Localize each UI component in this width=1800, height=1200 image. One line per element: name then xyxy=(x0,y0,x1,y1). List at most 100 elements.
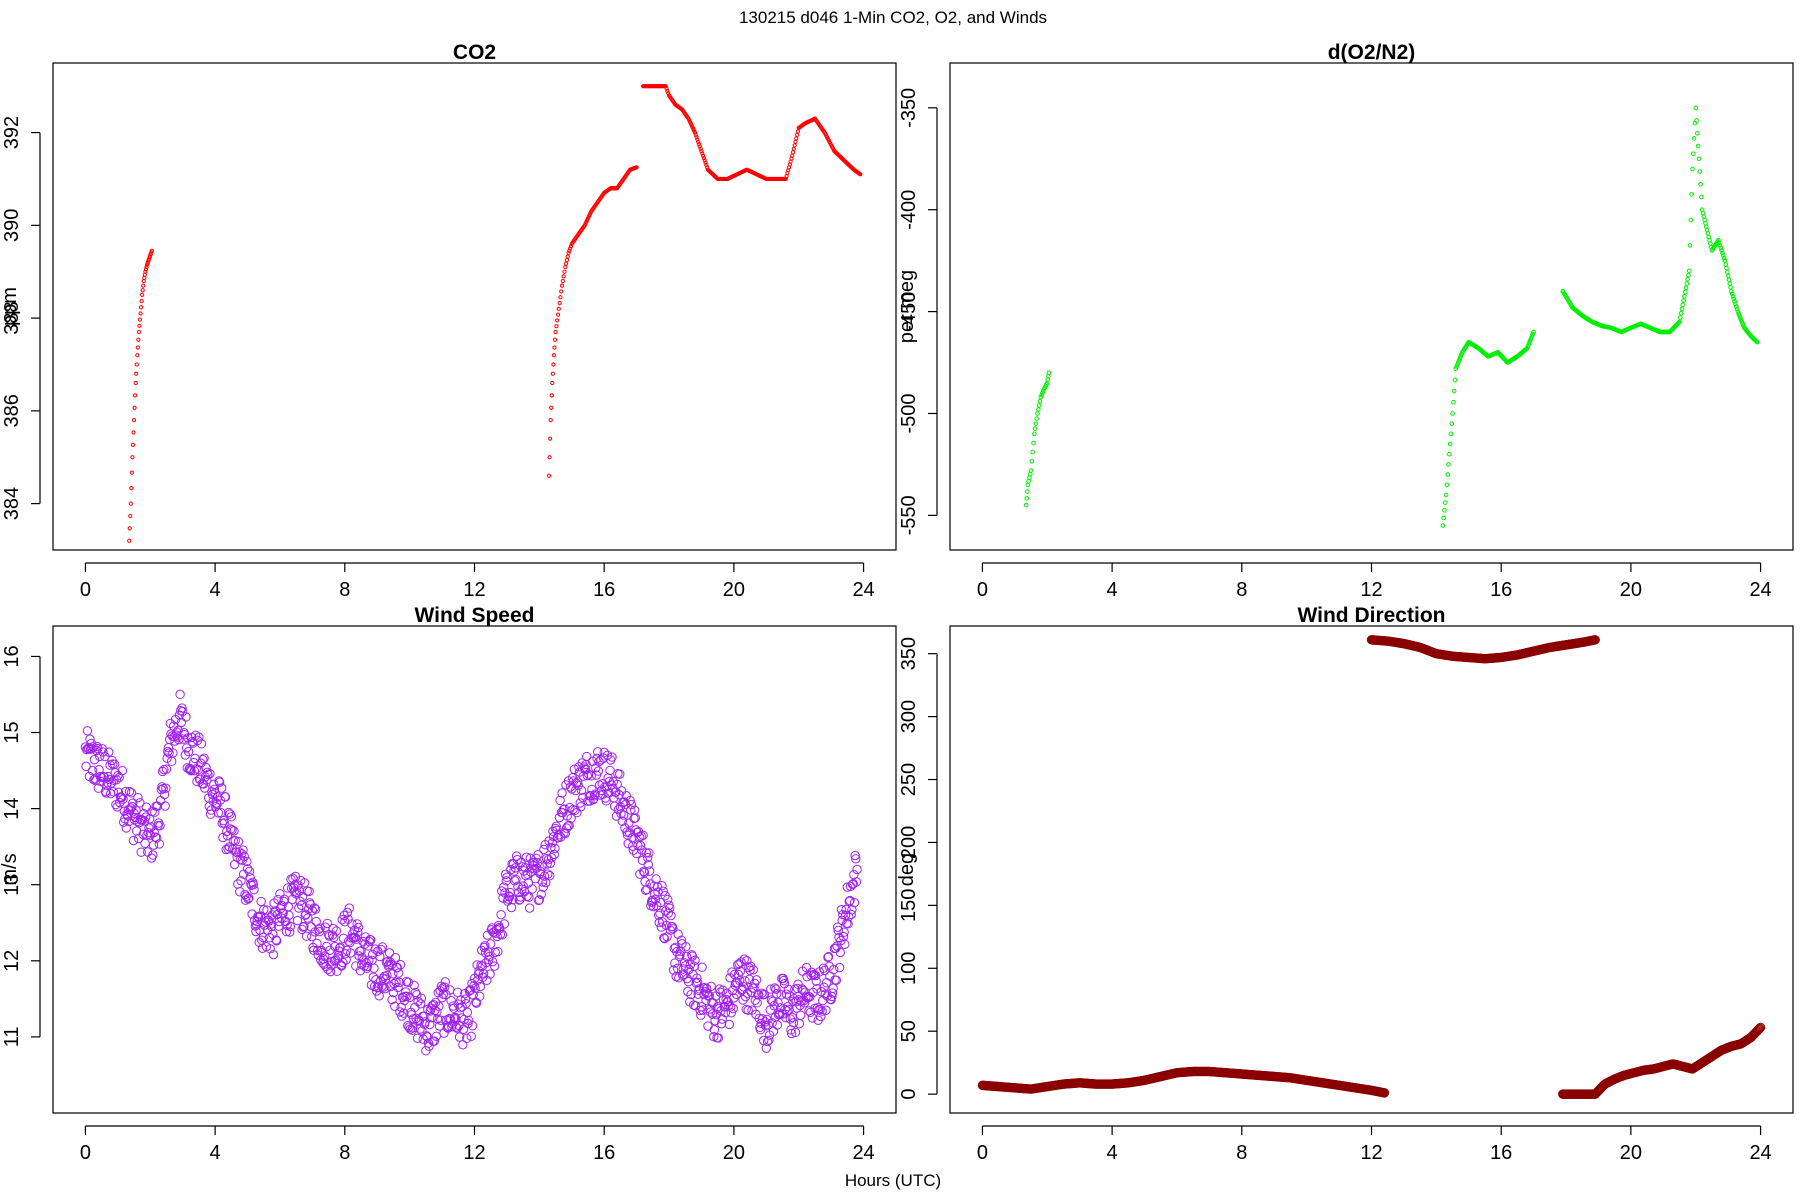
wind-speed-point xyxy=(762,1036,773,1047)
wind-speed-point xyxy=(511,874,521,885)
wind-speed-point xyxy=(403,977,414,987)
wind-speed-point xyxy=(311,916,321,927)
wind-speed-x-tick-label: 8 xyxy=(339,1142,350,1164)
wind-speed-point xyxy=(641,848,652,858)
wind-speed-point xyxy=(826,994,836,1005)
wind-speed-point xyxy=(696,1010,706,1020)
wind-speed-point xyxy=(451,1022,462,1032)
wind-speed-x-tick-label: 16 xyxy=(593,1142,615,1164)
o2n2-point xyxy=(1450,411,1455,416)
o2n2-point xyxy=(1029,459,1035,464)
wind-speed-point xyxy=(410,987,421,998)
wind-speed-point xyxy=(611,787,621,797)
wind-speed-point xyxy=(395,1007,405,1017)
wind-speed-point xyxy=(835,947,845,958)
wind-speed-point xyxy=(713,1033,724,1043)
wind-speed-point xyxy=(163,746,173,757)
wind-speed-point xyxy=(155,820,165,831)
o2n2-point xyxy=(1727,281,1733,286)
wind-speed-point xyxy=(458,1024,469,1034)
wind-speed-point xyxy=(248,879,259,890)
o2n2-point xyxy=(1679,306,1685,312)
wind-speed-point xyxy=(226,812,237,822)
co2-point xyxy=(564,258,570,263)
wind-speed-point xyxy=(493,946,503,957)
wind-speed-point xyxy=(189,766,200,776)
wind-speed-point xyxy=(160,801,170,811)
wind-speed-point xyxy=(572,777,583,787)
wind-speed-point xyxy=(329,932,339,943)
wind-direction-y-tick-label: 250 xyxy=(898,763,920,796)
figure-title: 130215 d046 1-Min CO2, O2, and Winds xyxy=(739,8,1047,27)
wind-speed-point xyxy=(380,983,390,994)
co2-point xyxy=(790,150,796,155)
o2n2-point xyxy=(1731,296,1737,302)
wind-speed-point xyxy=(353,927,363,937)
wind-speed-point xyxy=(542,859,552,869)
wind-speed-point xyxy=(393,968,404,978)
co2-point xyxy=(548,418,553,423)
wind-speed-point xyxy=(192,776,202,787)
wind-speed-point xyxy=(678,964,689,974)
o2n2-point xyxy=(1531,329,1536,335)
wind-speed-y-tick-label: 15 xyxy=(1,721,23,743)
wind-speed-point xyxy=(439,982,450,992)
wind-speed-point xyxy=(353,922,364,933)
wind-speed-point xyxy=(812,984,822,994)
wind-speed-point xyxy=(209,784,220,795)
wind-speed-point xyxy=(351,961,361,971)
wind-speed-point xyxy=(626,805,636,815)
o2n2-point xyxy=(1443,492,1449,498)
wind-speed-point xyxy=(786,1028,797,1039)
wind-speed-point xyxy=(140,838,150,849)
o2n2-point xyxy=(1447,451,1452,457)
wind-speed-point xyxy=(345,948,356,958)
wind-speed-point xyxy=(120,786,131,797)
wind-speed-point xyxy=(413,996,423,1007)
o2n2-point xyxy=(1031,440,1036,446)
wind-speed-point xyxy=(833,925,843,936)
wind-speed-point xyxy=(524,903,535,913)
wind-speed-point xyxy=(108,787,119,797)
wind-speed-point xyxy=(594,780,605,790)
wind-speed-point xyxy=(299,878,310,888)
wind-speed-point xyxy=(555,795,565,806)
co2-point xyxy=(133,380,138,386)
o2n2-point xyxy=(1730,294,1736,299)
wind-speed-point xyxy=(131,826,142,836)
o2n2-point xyxy=(1449,421,1455,426)
o2n2-point xyxy=(1441,515,1446,521)
wind-speed-point xyxy=(571,778,582,788)
wind-speed-point xyxy=(148,850,158,860)
o2n2-x-tick-label: 16 xyxy=(1490,579,1512,601)
o2n2-point xyxy=(1732,299,1737,304)
wind-speed-point xyxy=(570,785,581,796)
wind-speed-point xyxy=(624,818,634,828)
wind-speed-point xyxy=(98,747,108,757)
co2-point xyxy=(567,248,572,253)
wind-speed-point xyxy=(177,703,187,713)
wind-speed-point xyxy=(91,745,102,756)
wind-speed-point xyxy=(840,939,850,950)
wind-speed-point xyxy=(266,921,277,932)
wind-speed-point xyxy=(238,845,248,855)
co2-point xyxy=(790,153,795,158)
o2n2-point xyxy=(1685,277,1690,282)
wind-speed-point xyxy=(586,771,596,781)
wind-speed-point xyxy=(368,972,379,982)
o2n2-point xyxy=(1699,194,1704,200)
wind-direction-y-axis-label: deg xyxy=(896,853,918,886)
wind-speed-point xyxy=(154,839,165,849)
wind-speed-point xyxy=(241,891,251,902)
wind-speed-point xyxy=(554,830,564,840)
wind-speed-point xyxy=(499,919,510,929)
wind-speed-point xyxy=(213,808,224,818)
o2n2-x-tick-label: 8 xyxy=(1236,579,1247,601)
wind-speed-point xyxy=(164,748,174,758)
wind-speed-point xyxy=(174,710,185,720)
co2-point xyxy=(130,455,135,460)
wind-speed-point xyxy=(87,743,97,754)
wind-speed-point xyxy=(198,755,208,765)
wind-speed-y-tick-label: 14 xyxy=(1,798,23,820)
wind-speed-point xyxy=(664,903,675,913)
